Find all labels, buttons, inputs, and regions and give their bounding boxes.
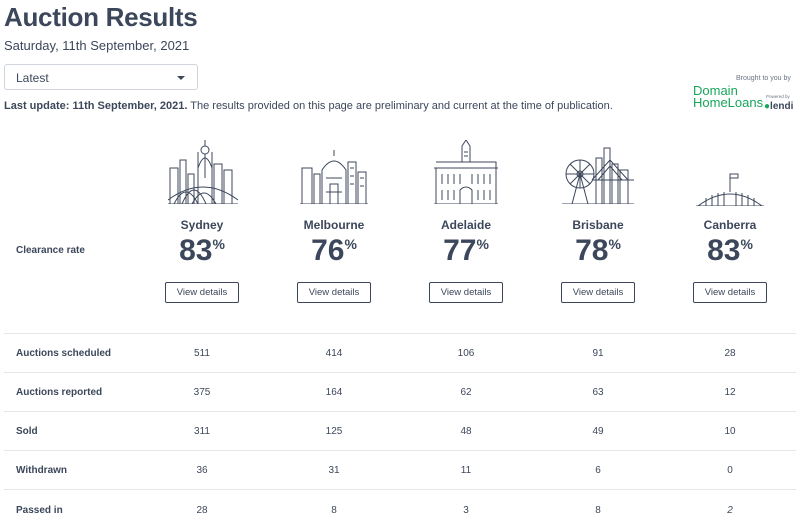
melbourne-skyline-icon [300, 150, 368, 204]
view-details-button-sydney[interactable]: View details [165, 282, 239, 303]
domain-home-loans-logo[interactable]: Domain HomeLoans [693, 83, 764, 110]
rate-percent-sign: % [344, 236, 357, 252]
last-update-text: The results provided on this page are pr… [187, 100, 613, 112]
city-name-adelaide: Adelaide [440, 218, 491, 232]
rate-percent-sign: % [476, 236, 489, 252]
table-cell: 125 [325, 426, 343, 437]
table-cell: 12 [724, 387, 736, 398]
row-label-auctions-scheduled: Auctions scheduled [16, 348, 112, 359]
adelaide-townhall-icon [434, 140, 498, 204]
last-update-notice: Last update: 11th September, 2021. The r… [4, 100, 613, 112]
sponsor-caption: Brought to you by [736, 75, 791, 82]
rate-value: 77 [443, 234, 477, 267]
rate-value: 83 [707, 234, 741, 267]
table-cell: 2 [727, 505, 733, 516]
table-cell: 511 [194, 348, 210, 359]
city-name-canberra: Canberra [703, 218, 757, 232]
chevron-down-icon [177, 76, 185, 80]
logo-domain-text: Domain [693, 83, 738, 98]
divider [4, 450, 796, 451]
results-period-select[interactable]: Latest [4, 64, 198, 90]
last-update-date: Last update: 11th September, 2021. [4, 100, 188, 112]
table-cell: 414 [325, 348, 343, 359]
table-cell: 8 [331, 505, 337, 516]
table-cell: 62 [460, 387, 472, 398]
table-cell: 8 [595, 505, 601, 516]
row-label-auctions-reported: Auctions reported [16, 387, 103, 398]
divider [4, 333, 796, 334]
brisbane-skyline-icon [562, 147, 634, 204]
table-cell: 6 [595, 465, 601, 476]
clearance-rate-sydney: 83% [162, 234, 242, 268]
rate-percent-sign: % [212, 236, 225, 252]
clearance-rate-adelaide: 77% [426, 234, 506, 268]
row-label-passed-in: Passed in [16, 505, 63, 516]
table-cell: 10 [724, 426, 736, 437]
row-label-sold: Sold [16, 426, 38, 437]
table-cell: 31 [328, 465, 340, 476]
table-cell: 164 [325, 387, 343, 398]
rate-value: 76 [311, 234, 345, 267]
divider [4, 411, 796, 412]
select-value: Latest [16, 71, 49, 85]
clearance-rate-canberra: 83% [690, 234, 770, 268]
table-cell: 63 [592, 387, 604, 398]
view-details-button-canberra[interactable]: View details [693, 282, 767, 303]
view-details-button-brisbane[interactable]: View details [561, 282, 635, 303]
rate-value: 83 [179, 234, 213, 267]
results-date: Saturday, 11th September, 2021 [4, 38, 190, 53]
divider [4, 372, 796, 373]
divider [4, 489, 796, 490]
city-name-sydney: Sydney [180, 218, 224, 232]
lendi-mark-icon: ● [764, 101, 771, 112]
clearance-rate-brisbane: 78% [558, 234, 638, 268]
lendi-logo-text: lendi [770, 101, 794, 112]
table-cell: 11 [460, 465, 472, 476]
table-cell: 28 [724, 348, 736, 359]
table-cell: 0 [727, 465, 733, 476]
logo-homeloans-text: HomeLoans [693, 95, 764, 110]
lendi-logo[interactable]: ●lendi [764, 101, 793, 112]
view-details-button-adelaide[interactable]: View details [429, 282, 503, 303]
row-label-withdrawn: Withdrawn [16, 465, 68, 476]
table-cell: 49 [592, 426, 604, 437]
view-details-button-melbourne[interactable]: View details [297, 282, 371, 303]
rate-value: 78 [575, 234, 609, 267]
table-cell: 3 [463, 505, 469, 516]
city-name-brisbane: Brisbane [572, 218, 624, 232]
powered-by-caption: Powered by [766, 94, 790, 99]
table-cell: 36 [196, 465, 208, 476]
canberra-parliament-icon [696, 173, 764, 206]
rate-percent-sign: % [740, 236, 753, 252]
page-title: Auction Results [4, 2, 198, 32]
rate-percent-sign: % [608, 236, 621, 252]
table-cell: 28 [196, 505, 208, 516]
table-cell: 48 [460, 426, 472, 437]
city-name-melbourne: Melbourne [303, 218, 365, 232]
table-cell: 91 [592, 348, 604, 359]
clearance-rate-label: Clearance rate [16, 245, 85, 256]
table-cell: 106 [457, 348, 475, 359]
sydney-skyline-icon [168, 140, 238, 204]
table-cell: 375 [193, 387, 211, 398]
table-cell: 311 [194, 426, 210, 437]
clearance-rate-melbourne: 76% [294, 234, 374, 268]
